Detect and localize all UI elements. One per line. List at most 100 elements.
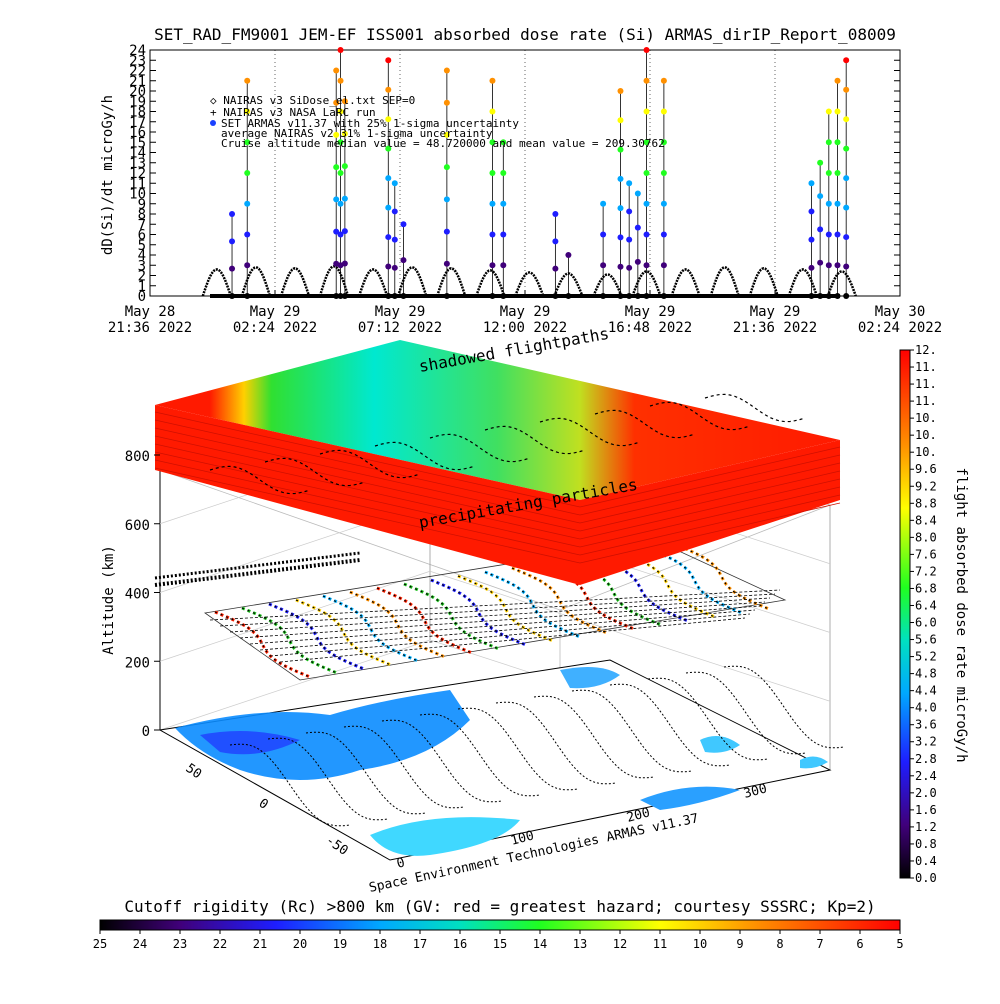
armas-point [617,293,624,299]
nairas-orbit-bump [475,269,506,297]
z-tick-label: 800 [125,449,150,465]
y-tick-label: 20 [129,84,146,100]
nairas-orbit-bump [748,266,779,297]
armas-point [660,170,667,176]
armas-point [834,139,841,146]
colorbar-right-tick-label: 9.6 [915,462,937,476]
armas-point [385,116,392,123]
flight-track-line [209,589,781,621]
band-stripe [154,451,581,548]
armas-point [660,139,667,146]
track-stack-lines-2 [154,551,361,580]
armas-point [600,231,607,238]
colorbar-bottom-tick-label: 5 [896,937,903,951]
armas-point [834,293,841,299]
cutoff-rigidity-colorbar: Cutoff rigidity (Rc) >800 km (GV: red = … [93,897,904,951]
x-tick-label-date: May 30 [875,304,926,320]
x-tick-label-date: May 28 [125,304,176,320]
armas-point [337,231,344,238]
band-stripe [154,419,581,516]
band-stripe [154,443,581,540]
armas-point [600,262,607,269]
y-tick-label: 17 [129,115,146,131]
flight-track-wave-dark [403,583,500,650]
armas-point [843,175,850,182]
y-tick-label: 5 [138,238,146,254]
armas-point [333,196,340,203]
armas-point [600,200,607,207]
flight-track-wave-dark [376,587,473,654]
armas-point [244,77,251,84]
x-tick-label-time: 07:12 2022 [358,320,442,336]
armas-point [817,226,824,233]
y-tick-label: 11 [129,176,146,192]
armas-point [825,262,832,269]
nairas-orbit-bump [670,268,701,297]
armas-point [617,146,624,153]
legend-entry-nairas-larc: + NAIRAS v3 NASA LaRC run [210,106,376,119]
y-tick-label: 16 [129,125,146,141]
y-tick-label: 22 [129,64,146,80]
nairas-orbit-bump [357,268,389,297]
armas-point [337,200,344,207]
armas-point [341,260,348,267]
lat-tick-0: 0 [256,796,271,813]
armas-point [489,293,496,299]
armas-point [660,200,667,207]
armas-point [643,262,650,269]
armas-point [400,221,407,228]
y-tick-label: 6 [138,228,146,244]
armas-point [634,190,641,197]
flight-track-wave-dark [214,611,311,678]
armas-point [489,170,496,176]
colorbar-bottom-tick-label: 8 [776,937,783,951]
precipitating-particle-band: shadowed flightpaths precipitating parti… [154,324,841,585]
z-tick-label: 600 [125,518,150,534]
armas-point [341,293,348,299]
flight-track-wave-dark [511,567,608,634]
colorbar-bottom-tick-label: 22 [213,937,227,951]
armas-point [341,130,348,137]
armas-point [552,265,559,272]
ground-track-line [305,731,427,815]
colorbar-bottom-ticks: 25 24 23 22 21 20 19 18 17 16 15 14 13 12 11 10 9 8 7 6 5 [93,930,904,951]
colorbar-bottom-tick-label: 14 [533,937,547,951]
armas-point [244,262,251,269]
ocean-region-east [640,786,740,810]
ground-track-line [419,713,541,797]
land-mass-dark [200,731,300,755]
colorbar-right-tick-label: 4.8 [915,667,937,681]
armas-spike-lines [231,50,847,296]
dose-rate-colorbar: 0.0 0.4 0.8 1.2 1.6 2.0 2.4 2.8 3.2 3.6 4.0 4.4 4.8 5… [899,343,969,885]
armas-point [489,200,496,207]
armas-point [643,47,650,53]
colorbar-bottom-tick-label: 17 [413,937,427,951]
nairas-orbit-bump [436,266,467,297]
legend-marker-armas [210,120,216,126]
top-legend: ◇ NAIRAS v3 SiDose_el.txt SEP=0 + NAIRAS… [210,94,665,150]
z-tick-label: 0 [142,724,150,740]
armas-point [643,200,650,207]
armas-point [244,108,251,115]
band-layer-stripes [154,411,841,564]
colorbar-right-tick-label: 10. [915,445,937,459]
ground-track-line [495,701,617,785]
y-tick-label: 12 [129,166,146,182]
band-track-line [539,417,641,447]
armas-point [825,293,832,299]
band-track-line [649,401,751,431]
y-tick-label: 18 [129,105,146,121]
nairas-orbit-bump [397,265,428,297]
chart-title: SET_RAD_FM9001 JEM-EF ISS001 absorbed do… [154,25,896,44]
band-stripe [154,411,581,508]
band-stripe-side [579,470,841,532]
band-track-line [484,425,586,455]
wall-grid-line [159,639,431,731]
colorbar-bottom-tick-label: 18 [373,937,387,951]
armas-point [843,293,850,299]
armas-point [244,293,251,299]
armas-point [834,262,841,269]
armas-point [333,228,340,235]
